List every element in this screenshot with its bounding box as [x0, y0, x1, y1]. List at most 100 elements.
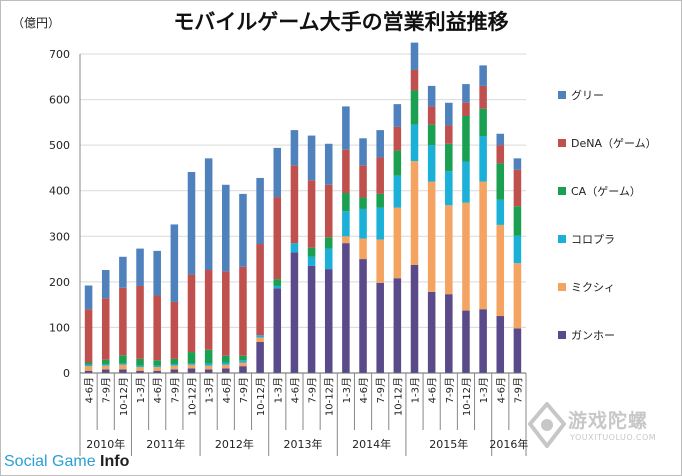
gyroscope-logo-icon	[528, 402, 566, 448]
bar-segment	[324, 143, 333, 185]
x-tick-label: 4-6月	[427, 377, 439, 403]
bar-segment	[445, 171, 453, 206]
bar-segment	[307, 265, 316, 373]
bar-segment	[136, 367, 144, 371]
bar-segment	[170, 364, 179, 366]
bar-segment	[462, 84, 470, 103]
x-tick-label: 1-3月	[478, 377, 490, 403]
bar-segment	[222, 355, 230, 363]
bar-segment	[84, 366, 93, 371]
bar-segment	[170, 365, 179, 370]
x-tick-label: 7-9月	[101, 377, 113, 403]
y-tick-label: 200	[49, 276, 70, 289]
bar-segment	[393, 207, 402, 279]
bar-segment	[496, 224, 505, 317]
bar-segment	[393, 150, 402, 176]
bar-segment	[359, 165, 367, 198]
bar-segment	[256, 342, 264, 373]
bar-segment	[119, 364, 127, 370]
x-tick-label: 7-9月	[238, 377, 250, 403]
bar-segment	[187, 363, 196, 365]
bar-segment	[187, 364, 196, 369]
source-brand-suffix: Info	[100, 453, 130, 470]
bar-segment	[496, 145, 505, 164]
bar-segment	[479, 65, 487, 86]
x-tick-label: 7-9月	[169, 377, 181, 403]
legend-label: ガンホー	[571, 329, 615, 342]
bar-segment	[84, 309, 93, 363]
bar-segment	[479, 85, 487, 109]
legend-swatch	[558, 331, 566, 339]
bar-segment	[513, 328, 522, 373]
bar-segment	[445, 125, 453, 144]
bar-segment	[359, 238, 367, 260]
bar-segment	[479, 181, 487, 310]
bar-segment	[153, 295, 161, 361]
bar-segment	[462, 115, 470, 162]
x-tick-label: 10-12月	[255, 377, 267, 416]
x-tick-label: 1-3月	[204, 377, 216, 403]
x-tick-label: 7-9月	[444, 377, 456, 403]
bar-segment	[136, 370, 144, 373]
bar-segment	[119, 355, 127, 364]
bar-segment	[273, 197, 282, 280]
bar-segment	[273, 285, 282, 289]
bar-segment	[376, 157, 384, 194]
bar-segment	[204, 270, 213, 350]
source-brand-prefix: Social Game	[4, 453, 101, 470]
bar-segment	[222, 362, 230, 365]
bar-segment	[496, 133, 505, 146]
x-tick-label: 7-9月	[307, 377, 319, 403]
legend-label: DeNA（ゲーム）	[571, 137, 657, 150]
bar-segment	[119, 256, 127, 288]
y-tick-label: 300	[49, 230, 70, 243]
bar-segment	[513, 169, 522, 207]
bar-segment	[342, 149, 350, 193]
bar-segment	[119, 287, 127, 356]
bar-segment	[324, 237, 333, 249]
bar-segment	[445, 143, 453, 172]
y-tick-label: 100	[49, 321, 70, 334]
bar-segment	[222, 364, 230, 369]
bar-segment	[101, 298, 110, 360]
bar-segment	[273, 279, 282, 286]
bar-segment	[410, 42, 419, 70]
bar-segment	[462, 161, 470, 203]
bar-segment	[359, 208, 367, 239]
bar-segment	[427, 145, 436, 182]
bar-segment	[256, 177, 264, 245]
watermark-subtext: YOUXITUOLUO.COM	[570, 433, 657, 442]
bar-segment	[376, 130, 384, 158]
legend-label: ミクシィ	[571, 281, 615, 294]
bar-segment	[101, 369, 110, 373]
bar-segment	[324, 248, 333, 270]
y-axis-unit-label: （億円）	[12, 16, 61, 30]
bar-segment	[410, 69, 419, 91]
bar-segment	[290, 130, 299, 166]
bar-segment	[393, 175, 402, 208]
bar-segment	[427, 106, 436, 125]
bar-segment	[119, 369, 127, 373]
x-tick-label: 4-6月	[358, 377, 370, 403]
bar-segment	[376, 239, 384, 283]
watermark: 游戏陀螺 YOUXITUOLUO.COM	[528, 398, 678, 458]
bar-segment	[410, 161, 419, 265]
y-tick-label: 500	[49, 139, 70, 152]
bar-segment	[496, 199, 505, 225]
bar-segment	[153, 360, 161, 366]
x-tick-label: 10-12月	[324, 377, 336, 416]
bar-segment	[204, 349, 213, 364]
x-tick-label: 7-9月	[375, 377, 387, 403]
bar-segment	[101, 364, 110, 366]
bar-segment	[376, 207, 384, 240]
bar-segment	[170, 224, 179, 302]
bar-segment	[342, 243, 350, 373]
bar-segment	[290, 243, 299, 253]
year-label: 2015年	[429, 437, 468, 451]
bar-segment	[307, 256, 316, 266]
bar-segment	[359, 138, 367, 166]
bar-segment	[513, 206, 522, 236]
bar-segment	[153, 370, 161, 373]
bar-segment	[393, 126, 402, 151]
bar-segment	[170, 301, 179, 359]
